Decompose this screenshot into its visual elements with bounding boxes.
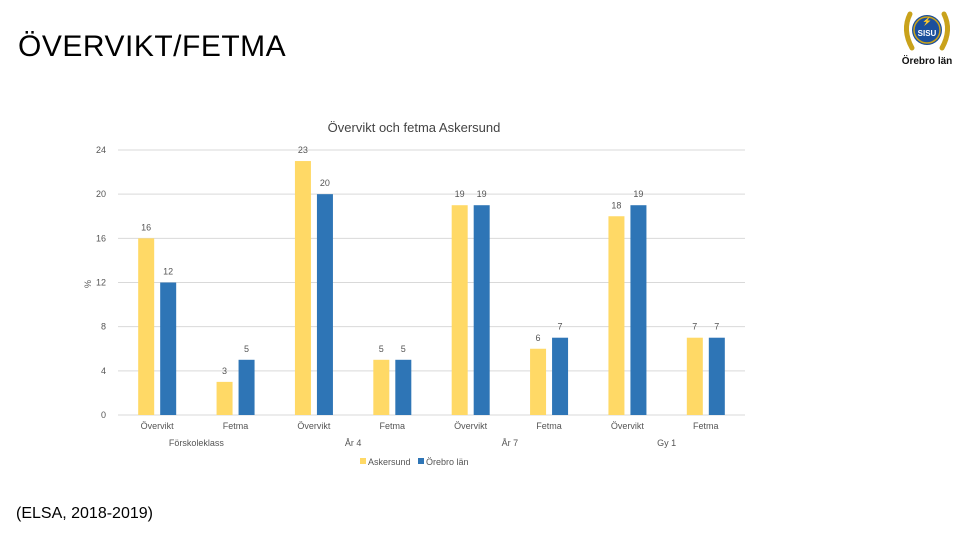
bar-labels: 16 12 3 5 23 20 5 5 19 19 6 7 18 19 7 7 bbox=[141, 145, 719, 376]
x-category-label: Fetma bbox=[536, 421, 562, 431]
x-category-label: Övervikt bbox=[454, 421, 488, 431]
grid-lines bbox=[118, 149, 745, 416]
bar-orebro-lan bbox=[160, 282, 177, 415]
y-tick-label: 24 bbox=[96, 145, 106, 155]
bar-askersund bbox=[686, 337, 703, 415]
y-tick-label: 8 bbox=[101, 322, 106, 332]
y-tick-label: 12 bbox=[96, 278, 106, 288]
bar-orebro-lan bbox=[473, 205, 490, 415]
bar-value-label: 16 bbox=[141, 222, 151, 232]
y-tick-label: 20 bbox=[96, 189, 106, 199]
x-group-label: Förskoleklass bbox=[169, 438, 225, 448]
y-tick-label: 4 bbox=[101, 366, 106, 376]
bar-value-label: 19 bbox=[455, 189, 465, 199]
svg-text:⚡: ⚡ bbox=[922, 16, 932, 26]
x-category-label: Övervikt bbox=[611, 421, 645, 431]
sisu-logo: ⚡ SISU Örebro län bbox=[896, 4, 958, 74]
y-tick-label: 16 bbox=[96, 233, 106, 243]
bar-value-label: 19 bbox=[477, 189, 487, 199]
legend-swatch bbox=[360, 458, 366, 464]
x-group-label: År 4 bbox=[345, 438, 362, 448]
citation: (ELSA, 2018-2019) bbox=[16, 505, 153, 522]
chart-title: Övervikt och fetma Askersund bbox=[328, 120, 501, 135]
bar-value-label: 5 bbox=[244, 344, 249, 354]
bar-value-label: 18 bbox=[611, 200, 621, 210]
x-group-label: Gy 1 bbox=[657, 438, 676, 448]
bar-value-label: 6 bbox=[536, 333, 541, 343]
bar-value-label: 12 bbox=[163, 267, 173, 277]
bar-value-label: 19 bbox=[633, 189, 643, 199]
bar-askersund bbox=[373, 359, 390, 415]
bar-value-label: 20 bbox=[320, 178, 330, 188]
bar-askersund bbox=[451, 205, 468, 415]
logo-badge-text: SISU bbox=[918, 29, 937, 38]
x-group-label: År 7 bbox=[502, 438, 519, 448]
bar-askersund bbox=[294, 161, 311, 415]
bar-askersund bbox=[608, 216, 625, 415]
y-tick-labels: 0 4 8 12 16 20 24 bbox=[96, 145, 106, 420]
bars bbox=[138, 161, 725, 415]
y-tick-label: 0 bbox=[101, 410, 106, 420]
bar-value-label: 5 bbox=[379, 344, 384, 354]
sisu-laurel-badge-icon: ⚡ SISU bbox=[904, 11, 950, 51]
legend-entry: Askersund bbox=[368, 457, 411, 467]
bar-orebro-lan bbox=[316, 194, 333, 415]
bar-askersund bbox=[216, 381, 233, 415]
x-category-label: Övervikt bbox=[297, 421, 331, 431]
legend: Askersund Örebro län bbox=[360, 457, 469, 467]
bar-orebro-lan bbox=[238, 359, 255, 415]
bar-askersund bbox=[530, 348, 547, 415]
bar-orebro-lan bbox=[395, 359, 412, 415]
bar-orebro-lan bbox=[552, 337, 569, 415]
bar-value-label: 5 bbox=[401, 344, 406, 354]
y-axis-label: % bbox=[83, 280, 93, 288]
x-category-label: Fetma bbox=[223, 421, 249, 431]
x-category-label: Fetma bbox=[693, 421, 719, 431]
bar-value-label: 3 bbox=[222, 366, 227, 376]
x-category-label: Fetma bbox=[380, 421, 406, 431]
legend-swatch bbox=[418, 458, 424, 464]
bar-value-label: 7 bbox=[714, 322, 719, 332]
logo-text: Örebro län bbox=[901, 56, 953, 67]
x-category-label: Övervikt bbox=[141, 421, 175, 431]
page-title: ÖVERVIKT/FETMA bbox=[18, 30, 287, 63]
bar-orebro-lan bbox=[630, 205, 647, 415]
bar-askersund bbox=[138, 238, 155, 415]
legend-entry: Örebro län bbox=[426, 457, 469, 467]
x-category-labels: Övervikt Fetma Övervikt Fetma Övervikt Fetma Ö… bbox=[141, 421, 719, 431]
bar-value-label: 23 bbox=[298, 145, 308, 155]
bar-orebro-lan bbox=[708, 337, 725, 415]
bar-value-label: 7 bbox=[692, 322, 697, 332]
bar-value-label: 7 bbox=[558, 322, 563, 332]
x-group-labels: Förskoleklass År 4 År 7 Gy 1 bbox=[169, 438, 676, 448]
